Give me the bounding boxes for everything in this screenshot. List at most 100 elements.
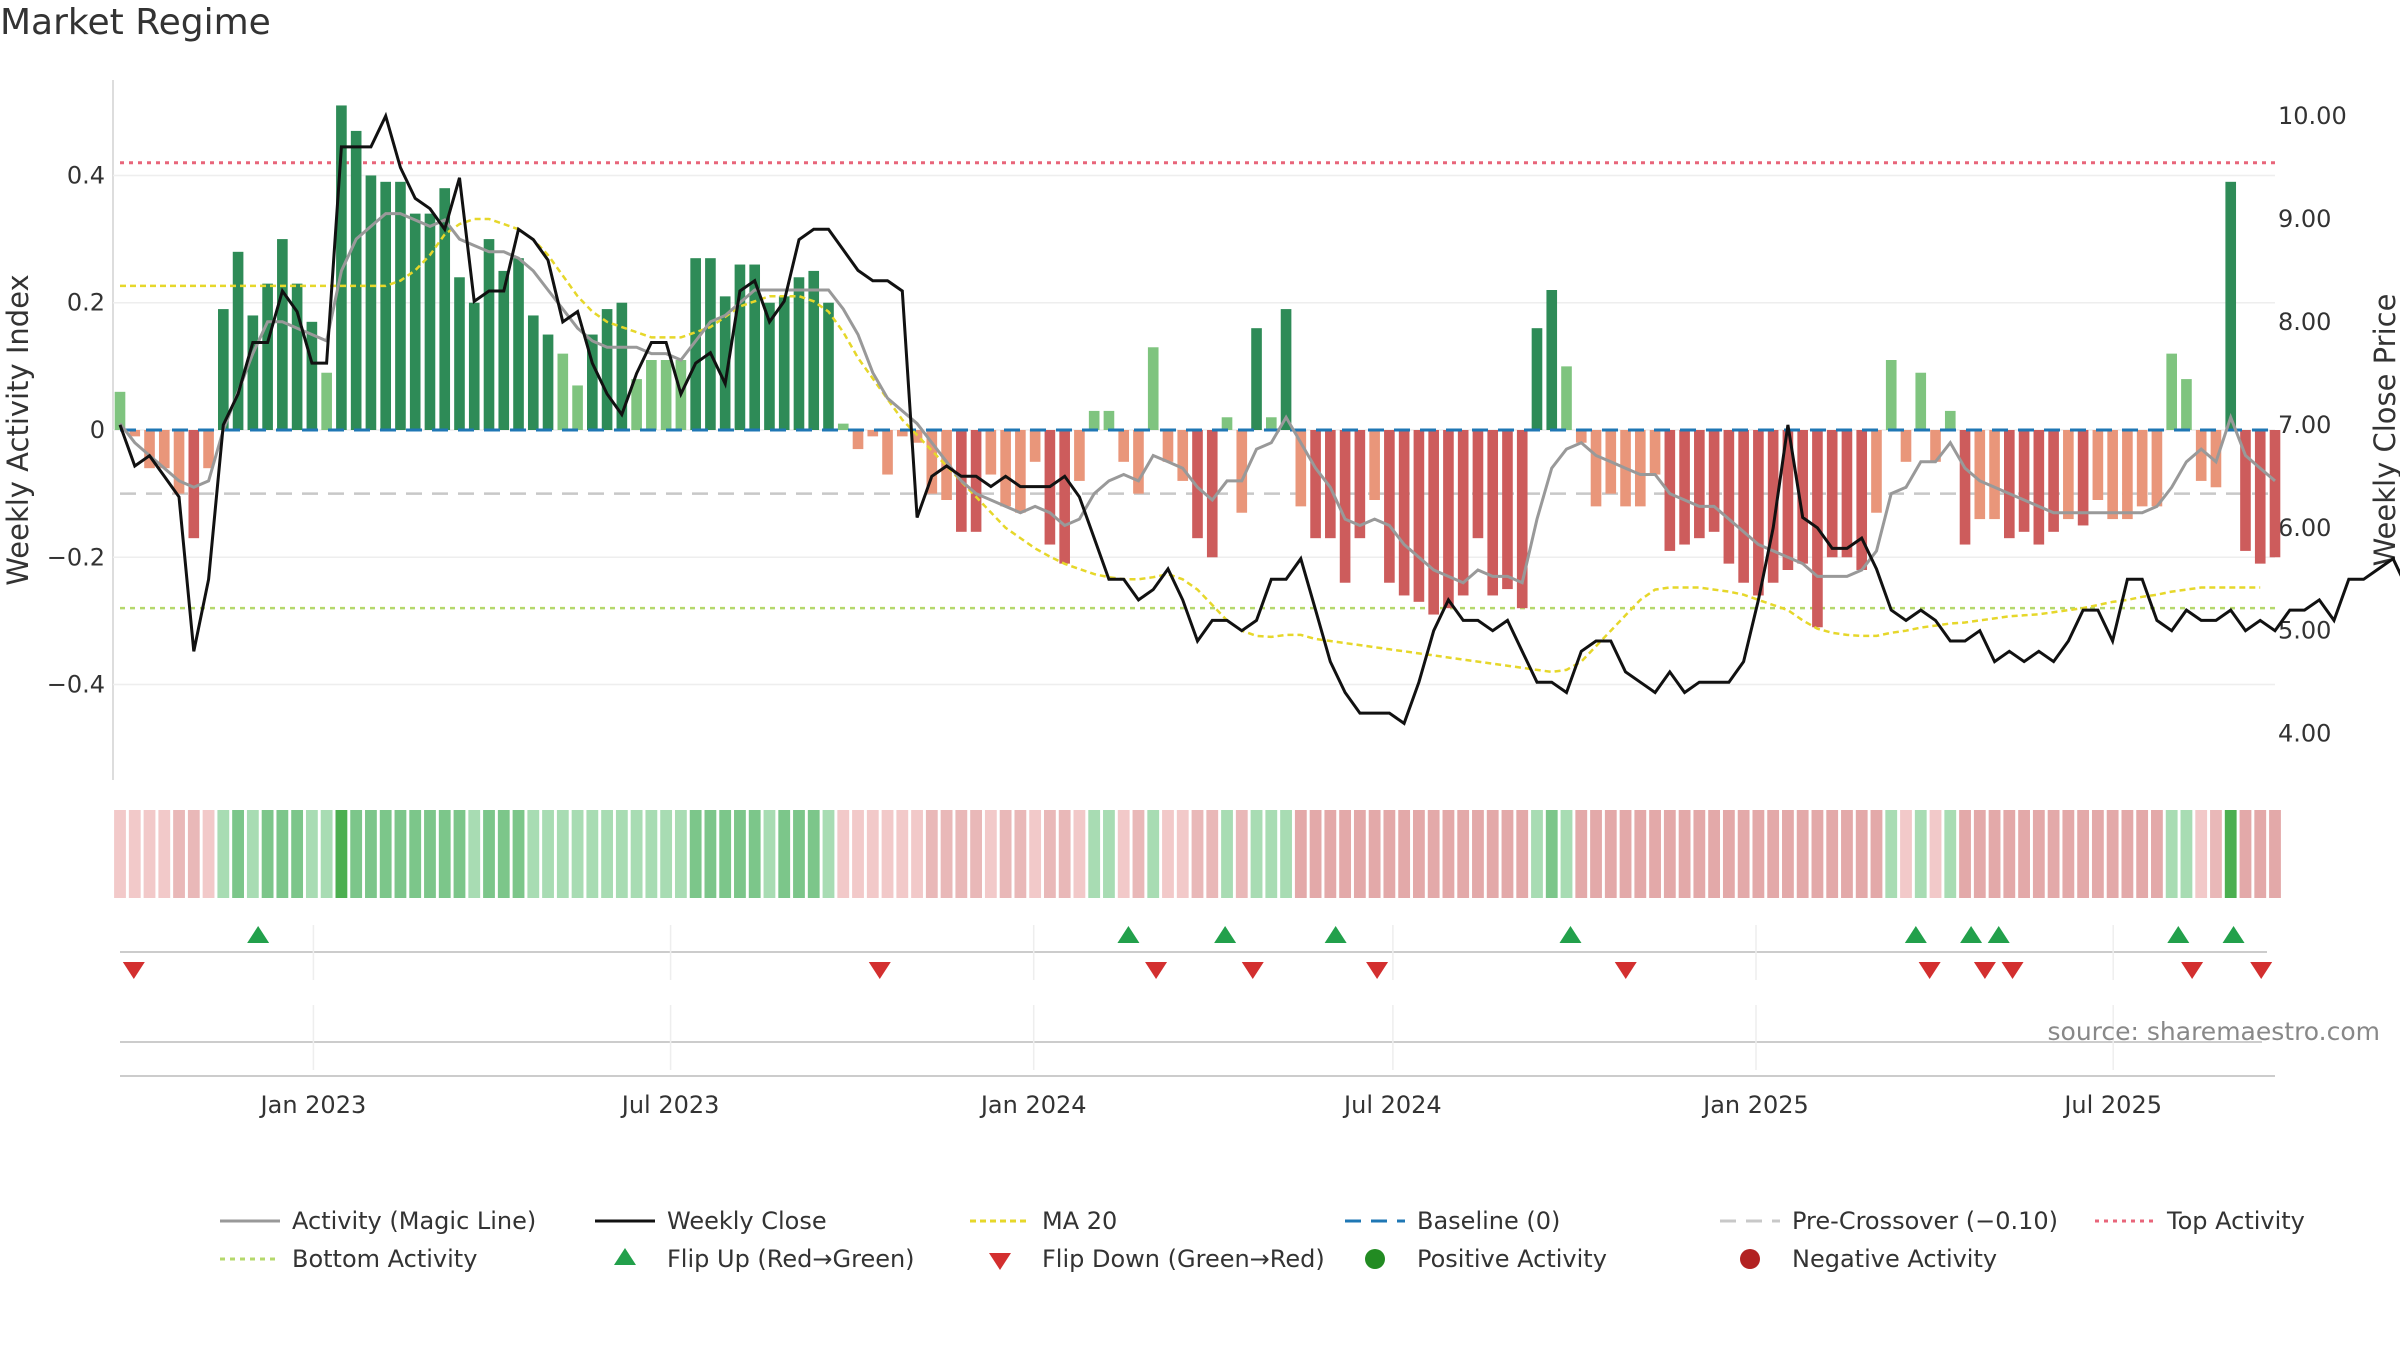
regime-cell xyxy=(2239,810,2252,898)
activity-bar xyxy=(1826,430,1838,558)
regime-cell xyxy=(1693,810,1706,898)
activity-bar xyxy=(2136,430,2148,507)
activity-bar xyxy=(144,430,155,469)
x-tick-label: Jan 2025 xyxy=(1701,1091,1809,1119)
regime-cell xyxy=(1737,810,1750,898)
activity-bar xyxy=(158,430,170,469)
activity-bar xyxy=(1029,430,1041,462)
activity-bar xyxy=(232,251,244,430)
activity-bar xyxy=(277,239,288,430)
regime-cell xyxy=(1811,810,1824,898)
activity-bar xyxy=(690,258,701,430)
activity-bar xyxy=(2092,430,2104,500)
flip-down-marker xyxy=(1145,962,1168,979)
regime-cell xyxy=(1841,810,1853,898)
activity-bar xyxy=(454,277,465,430)
activity-bar xyxy=(1561,366,1572,430)
activity-bar xyxy=(513,258,524,430)
legend-item: Baseline (0) xyxy=(1345,1207,1560,1235)
regime-cell xyxy=(1383,810,1396,898)
activity-bar xyxy=(439,188,451,430)
flip-up-marker xyxy=(1559,926,1582,943)
y-tick-label: 0.2 xyxy=(67,289,105,317)
activity-bar xyxy=(1059,430,1070,564)
regime-cell xyxy=(305,810,318,898)
activity-bar xyxy=(1767,430,1779,583)
activity-bar xyxy=(1930,430,1941,462)
regime-cell xyxy=(1427,810,1440,898)
x-tick-label: Jul 2025 xyxy=(2062,1091,2162,1119)
regime-cell xyxy=(1058,810,1071,898)
regime-cell xyxy=(202,810,215,898)
activity-bar xyxy=(1354,430,1366,539)
regime-cell xyxy=(1722,810,1735,898)
regime-cell xyxy=(365,810,377,898)
activity-bar xyxy=(1797,430,1808,564)
activity-bar xyxy=(587,334,598,430)
x-tick-label: Jan 2023 xyxy=(259,1091,367,1119)
activity-bar xyxy=(409,213,421,430)
regime-cell xyxy=(586,810,599,898)
flip-up-marker xyxy=(1987,926,2010,943)
regime-cell xyxy=(128,810,141,898)
activity-bar xyxy=(808,270,820,430)
y-axis-label: Weekly Activity Index xyxy=(1,274,35,585)
regime-cell xyxy=(719,810,732,898)
regime-cell xyxy=(1309,810,1322,898)
activity-bar xyxy=(2181,379,2192,430)
activity-bar xyxy=(882,430,893,475)
regime-cell xyxy=(807,810,820,898)
regime-cell xyxy=(2077,810,2090,898)
legend-item: Positive Activity xyxy=(1365,1245,1607,1273)
activity-bar xyxy=(837,423,849,430)
activity-bar xyxy=(498,270,510,430)
dot-icon xyxy=(1740,1249,1760,1269)
regime-cell xyxy=(2121,810,2134,898)
activity-bar xyxy=(468,302,480,430)
activity-bar xyxy=(1265,417,1277,430)
activity-bar xyxy=(218,309,229,430)
legend-item: Bottom Activity xyxy=(220,1245,477,1273)
regime-cell xyxy=(1353,810,1366,898)
regime-cell xyxy=(1545,810,1558,898)
flip-down-icon xyxy=(989,1253,1011,1270)
activity-bar xyxy=(483,239,495,430)
flip-down-marker xyxy=(1366,962,1389,979)
regime-cell xyxy=(114,810,126,898)
regime-cell xyxy=(1413,810,1425,898)
regime-cell xyxy=(1782,810,1794,898)
regime-strip xyxy=(114,810,2281,898)
regime-cell xyxy=(1176,810,1189,898)
activity-bar xyxy=(1989,430,2000,520)
activity-bar xyxy=(1177,430,1189,481)
regime-cell xyxy=(394,810,407,898)
flip-up-marker xyxy=(2222,926,2245,943)
regime-cell xyxy=(984,810,997,898)
regime-cell xyxy=(2269,810,2281,898)
regime-cell xyxy=(1457,810,1470,898)
regime-cell xyxy=(2136,810,2149,898)
activity-bar xyxy=(793,277,805,430)
activity-bar xyxy=(1944,410,1956,430)
regime-cell xyxy=(2180,810,2193,898)
activity-bar xyxy=(926,430,938,494)
regime-cell xyxy=(1088,810,1101,898)
regime-cell xyxy=(2003,810,2016,898)
activity-bar xyxy=(1162,430,1174,462)
regime-cell xyxy=(615,810,628,898)
activity-bar xyxy=(1015,430,1026,513)
regime-cell xyxy=(999,810,1012,898)
regime-cell xyxy=(970,810,982,898)
activity-bar xyxy=(1000,430,1011,507)
regime-cell xyxy=(1014,810,1027,898)
regime-cell xyxy=(674,810,687,898)
regime-cell xyxy=(1663,810,1676,898)
regime-cell xyxy=(320,810,333,898)
activity-bar xyxy=(764,302,775,430)
activity-bar xyxy=(1457,430,1469,596)
y2-axis-label: Weekly Close Price xyxy=(2368,294,2400,567)
activity-bar xyxy=(1206,430,1218,558)
activity-bar xyxy=(2269,430,2281,558)
regime-cell xyxy=(955,810,968,898)
regime-cell xyxy=(158,810,171,898)
